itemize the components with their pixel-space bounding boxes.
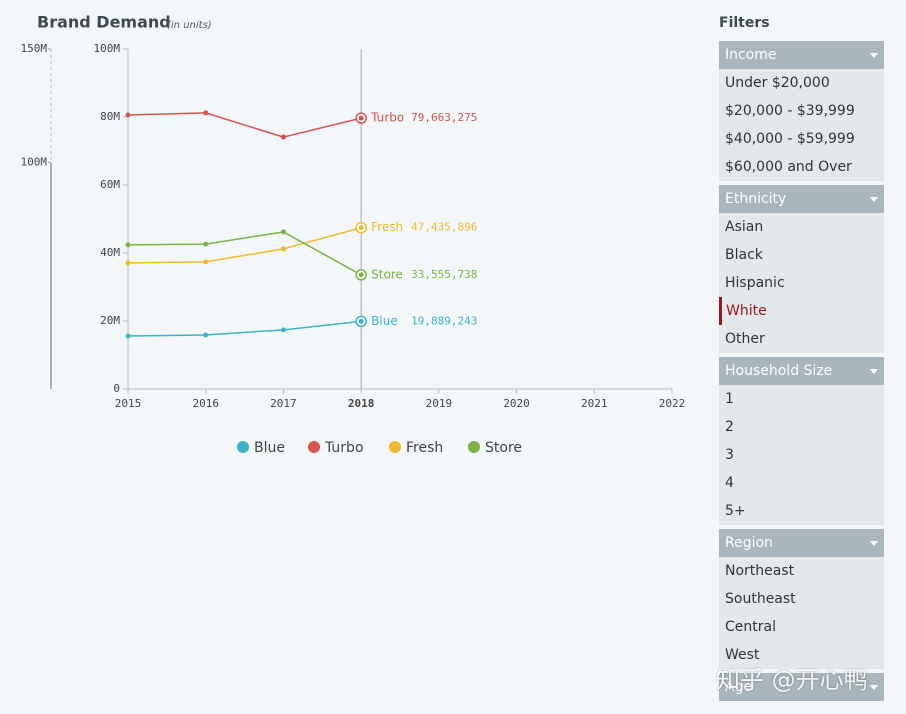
value-label: 33,555,738 <box>411 268 477 281</box>
filter-option[interactable]: 4 <box>719 469 884 497</box>
y-tick-label: 40M <box>100 246 120 259</box>
highlight-point-core <box>358 225 364 231</box>
x-tick-label: 2020 <box>503 397 530 410</box>
y-tick-label: 80M <box>100 110 120 123</box>
filter-group: Age <box>719 673 884 701</box>
point <box>280 229 286 235</box>
chart-subtitle: (in units) <box>167 20 212 31</box>
filter-option[interactable]: $20,000 - $39,999 <box>719 97 884 125</box>
watermark: 知乎 @开心鸭 <box>716 666 868 694</box>
navigator-tick-label: 100M <box>21 155 48 168</box>
legend-swatch <box>389 441 401 453</box>
filter-option[interactable]: 5+ <box>719 497 884 525</box>
x-tick-label: 2021 <box>581 397 608 410</box>
filter-option[interactable]: Black <box>719 241 884 269</box>
series-line <box>127 320 362 337</box>
point <box>203 259 209 265</box>
point <box>125 242 131 248</box>
end-label-name: Blue <box>371 314 398 328</box>
chart: Brand Demand (in units) 150M 100M 0 20M 40M 6… <box>21 13 686 457</box>
legend-label: Blue <box>254 440 285 456</box>
filters-title: Filters <box>719 15 770 31</box>
filter-option[interactable]: 1 <box>719 385 884 413</box>
navigator-tick-label: 150M <box>21 42 48 55</box>
y-tick-label: 20M <box>100 314 120 327</box>
legend-swatch <box>237 441 249 453</box>
legend-swatch <box>468 441 480 453</box>
filter-group: Household Size 1 2 3 4 5+ <box>719 357 884 525</box>
filter-option[interactable]: $60,000 and Over <box>719 153 884 181</box>
legend-label: Fresh <box>406 440 443 456</box>
point <box>203 110 209 116</box>
filters-panel: Filters Income Under $20,000 $20,000 - $39… <box>719 10 884 705</box>
point <box>125 333 131 339</box>
point <box>203 332 209 338</box>
chart-title: Brand Demand <box>37 13 171 32</box>
filter-option[interactable]: Other <box>719 325 884 353</box>
filter-group: Region Northeast Southeast Central West <box>719 529 884 669</box>
y-tick-label: 60M <box>100 178 120 191</box>
filter-option[interactable]: $40,000 - $59,999 <box>719 125 884 153</box>
series-line <box>127 112 362 138</box>
filter-header[interactable]: Income <box>719 41 884 69</box>
filter-option[interactable]: Asian <box>719 213 884 241</box>
filter-group: Income Under $20,000 $20,000 - $39,999 $40,… <box>719 41 884 181</box>
y-tick-label: 100M <box>94 42 121 55</box>
x-tick-label: 2017 <box>270 397 297 410</box>
filter-header[interactable]: Household Size <box>719 357 884 385</box>
value-label: 47,435,896 <box>411 221 477 234</box>
filter-option[interactable]: Central <box>719 613 884 641</box>
legend-label: Store <box>485 440 522 456</box>
filter-option[interactable]: Hispanic <box>719 269 884 297</box>
point <box>280 246 286 252</box>
x-tick-label: 2022 <box>659 397 686 410</box>
point <box>125 260 131 266</box>
legend-label: Turbo <box>324 440 364 456</box>
point <box>280 134 286 140</box>
filter-option[interactable]: 2 <box>719 413 884 441</box>
filter-header[interactable]: Age <box>719 673 884 701</box>
point <box>280 327 286 333</box>
highlight-point-core <box>358 115 364 121</box>
value-label: 19,889,243 <box>411 314 477 327</box>
end-label-name: Fresh <box>371 220 403 234</box>
series-line <box>127 226 362 264</box>
legend-swatch <box>308 441 320 453</box>
filter-header[interactable]: Region <box>719 529 884 557</box>
end-label-name: Store <box>371 267 403 281</box>
point <box>125 112 131 118</box>
filter-option[interactable]: Under $20,000 <box>719 69 884 97</box>
x-tick-label: 2019 <box>426 397 453 410</box>
filter-option[interactable]: Southeast <box>719 585 884 613</box>
highlight-point-core <box>358 272 364 278</box>
filter-group: Ethnicity Asian Black Hispanic White Other <box>719 185 884 353</box>
end-label-name: Turbo <box>370 111 404 125</box>
x-tick-label: 2015 <box>115 397 142 410</box>
x-tick-label: 2018 <box>348 397 375 410</box>
highlight-point-core <box>358 318 364 324</box>
value-label: 79,663,275 <box>411 111 477 124</box>
series-line <box>127 231 362 276</box>
point <box>203 241 209 247</box>
x-tick-label: 2016 <box>192 397 219 410</box>
y-tick-label: 0 <box>113 382 120 395</box>
filter-option[interactable]: West <box>719 641 884 669</box>
filter-option[interactable]: White <box>719 297 884 325</box>
filter-option[interactable]: 3 <box>719 441 884 469</box>
filter-option[interactable]: Northeast <box>719 557 884 585</box>
filter-header[interactable]: Ethnicity <box>719 185 884 213</box>
